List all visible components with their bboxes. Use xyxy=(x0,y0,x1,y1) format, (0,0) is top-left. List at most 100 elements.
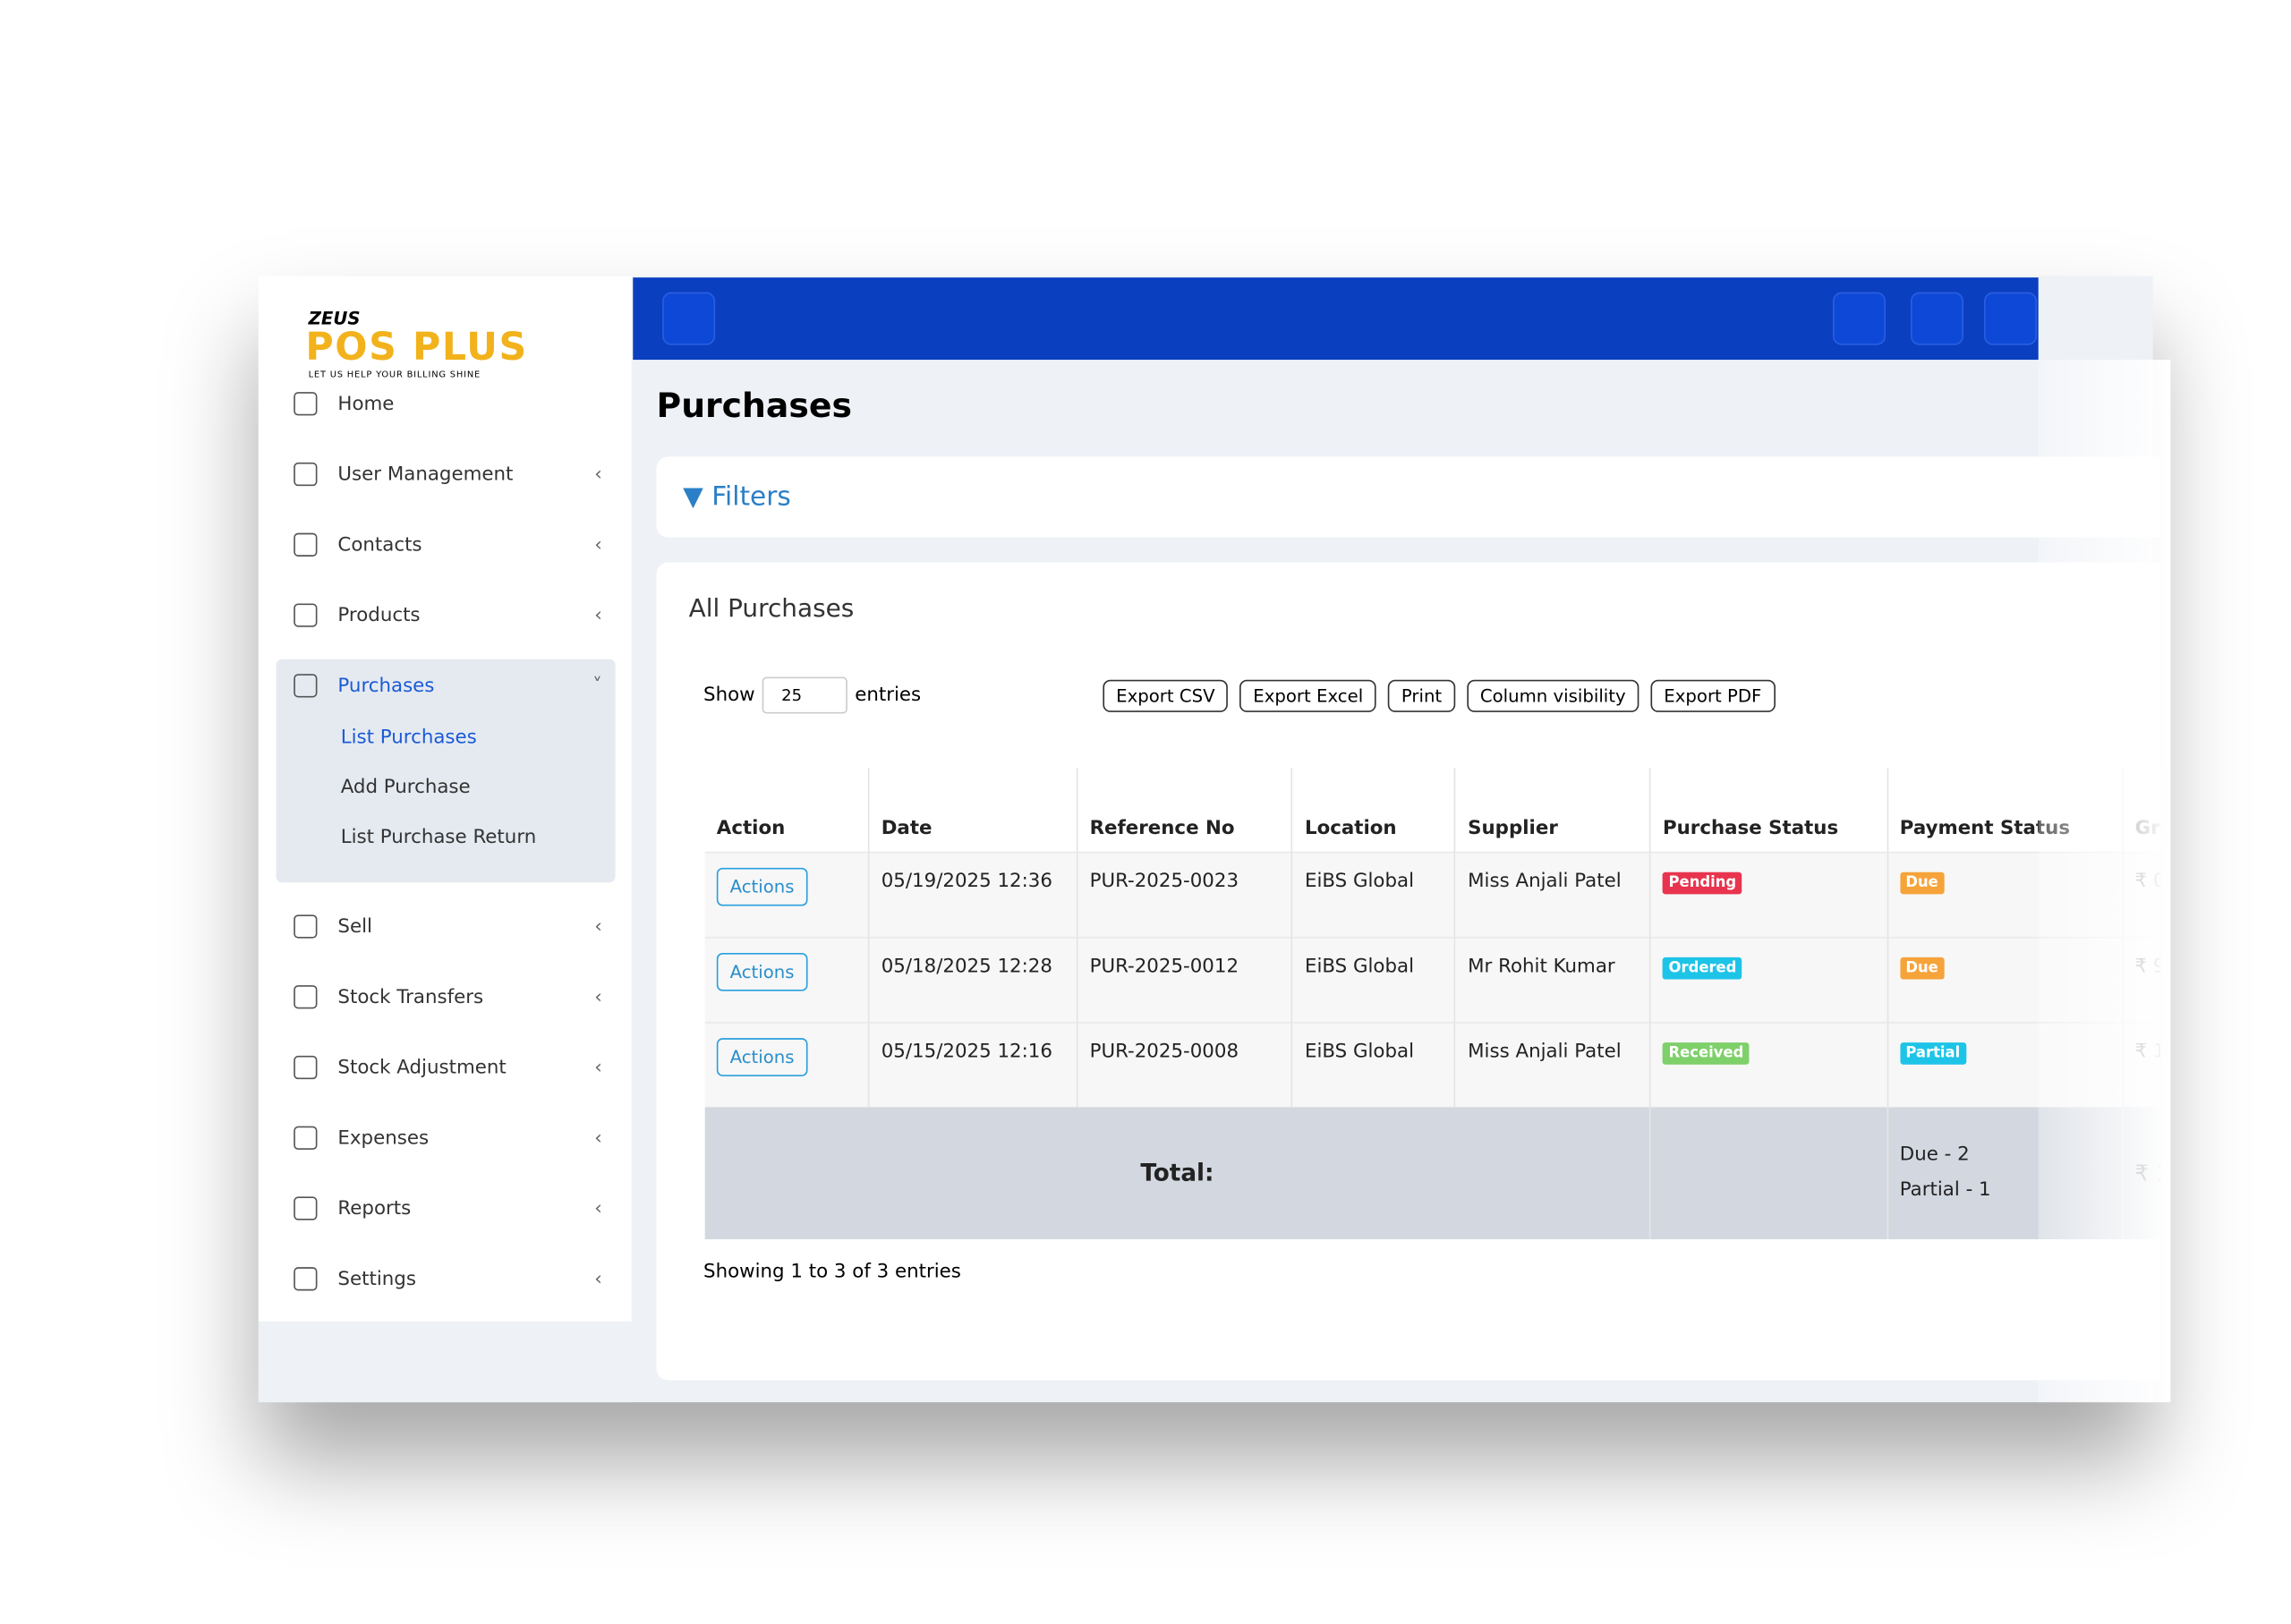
nav-label: Purchases xyxy=(337,675,435,697)
actions-button[interactable]: Actions xyxy=(716,1038,808,1076)
sidebar-footer xyxy=(258,1321,632,1403)
payment-count: Due - 2 xyxy=(1899,1144,1970,1166)
column-header: Purchase Status xyxy=(1650,768,1888,853)
nav-label: Reports xyxy=(337,1197,412,1220)
nav-chevron: ‹ xyxy=(594,985,602,1008)
nav-icon xyxy=(294,532,318,557)
cell: EiBS Global xyxy=(1292,936,1457,1023)
submenu-item[interactable]: List Purchase Return xyxy=(340,826,537,849)
nav-label: Stock Adjustment xyxy=(337,1056,507,1079)
nav-icon xyxy=(294,392,318,416)
cell-text: 05/18/2025 12:28 xyxy=(881,956,1052,978)
nav-icon xyxy=(294,1126,318,1150)
column-header: Reference No xyxy=(1077,768,1293,853)
export-button[interactable]: Column visibility xyxy=(1467,679,1639,712)
purchases-table: Action Date Reference No Location Supplier Pu… xyxy=(704,768,2160,1240)
cell-text: Miss Anjali Patel xyxy=(1468,1041,1622,1064)
nav-item[interactable]: User Management ‹ xyxy=(294,462,602,487)
nav-chevron: ˅ xyxy=(592,675,602,697)
actions-button[interactable]: Actions xyxy=(716,953,808,991)
nav-item[interactable]: Stock Adjustment ‹ xyxy=(294,1055,602,1080)
export-button[interactable]: Print xyxy=(1388,679,1455,712)
cell: Miss Anjali Patel xyxy=(1455,851,1651,938)
nav-icon xyxy=(294,1196,318,1220)
column-header: Location xyxy=(1292,768,1457,853)
row: Actions 05/15/2025 12:16 PUR-2025-0008 EiBS… xyxy=(704,1022,2160,1108)
cell: Ordered xyxy=(1650,936,1888,1023)
export-button[interactable]: Export PDF xyxy=(1650,679,1776,712)
page-size-select[interactable]: 25 xyxy=(762,676,847,714)
nav-chevron: ‹ xyxy=(594,1127,602,1150)
toggle-button[interactable] xyxy=(662,292,716,345)
submenu-item[interactable]: Add Purchase xyxy=(340,777,471,799)
nav-label: Contacts xyxy=(337,533,422,557)
nav-item[interactable]: Stock Transfers ‹ xyxy=(294,985,602,1009)
purchases-card: All Purchases Show 25 entries Export CSV… xyxy=(656,562,2160,1381)
nav-icon xyxy=(294,914,318,939)
nav-label: Stock Transfers xyxy=(337,985,484,1008)
logo-brand: ZEUS xyxy=(308,308,361,329)
cell-text: PUR-2025-0008 xyxy=(1089,1041,1239,1064)
cell: PUR-2025-0008 xyxy=(1077,1022,1293,1108)
nav-item[interactable]: Settings ‹ xyxy=(294,1267,602,1291)
submenu-item[interactable]: List Purchases xyxy=(340,727,477,749)
fade xyxy=(2038,360,2171,1403)
nav-icon xyxy=(294,462,318,487)
nav-label: Sell xyxy=(337,915,372,938)
cell: Actions xyxy=(704,1022,870,1108)
filters-card[interactable]: ▼ Filters xyxy=(656,456,2160,538)
cell: Miss Anjali Patel xyxy=(1455,1022,1651,1108)
cell-text: EiBS Global xyxy=(1304,956,1415,978)
card-title: All Purchases xyxy=(688,594,855,625)
total-label: Total: xyxy=(704,1107,1651,1240)
cell: 05/19/2025 12:36 xyxy=(868,851,1078,938)
page-size: Show 25 entries xyxy=(703,676,922,714)
cell: 05/18/2025 12:28 xyxy=(868,936,1078,1023)
status-badge: Ordered xyxy=(1662,957,1742,980)
nav-icon xyxy=(294,674,318,698)
logo-name: POS PLUS xyxy=(305,326,528,370)
nav-item[interactable]: Sell ‹ xyxy=(294,914,602,939)
footer: Showing 1 to 3 of 3 entries xyxy=(703,1261,961,1284)
calculator-button[interactable] xyxy=(1910,292,1964,345)
nav-item[interactable]: Contacts ‹ xyxy=(294,532,602,557)
export-button[interactable]: Export CSV xyxy=(1103,679,1229,712)
status-badge: Pending xyxy=(1662,872,1742,895)
add-button[interactable] xyxy=(1832,292,1886,345)
nav-label: Settings xyxy=(337,1268,416,1290)
cell-text: Mr Rohit Kumar xyxy=(1468,956,1615,978)
nav-icon xyxy=(294,1055,318,1080)
cell: Actions xyxy=(704,851,870,938)
nav-chevron: ‹ xyxy=(594,915,602,938)
actions-button[interactable]: Actions xyxy=(716,867,808,906)
nav-item[interactable]: Reports ‹ xyxy=(294,1196,602,1220)
nav-item[interactable]: Home xyxy=(294,392,587,416)
nav-icon xyxy=(294,985,318,1009)
cell xyxy=(1650,1107,1888,1240)
entries-label: entries xyxy=(855,684,922,707)
filters-label: Filters xyxy=(711,481,791,513)
nav-icon xyxy=(294,1267,318,1291)
nav-chevron: ‹ xyxy=(594,1268,602,1290)
nav-item[interactable]: Purchases ˅ xyxy=(294,674,602,698)
column-header: Supplier xyxy=(1455,768,1651,853)
cell: Actions xyxy=(704,936,870,1023)
top-bar xyxy=(633,277,2039,361)
cell-text: PUR-2025-0023 xyxy=(1089,871,1239,893)
logo-tagline: LET US HELP YOUR BILLING SHINE xyxy=(308,370,481,381)
nav-item[interactable]: Expenses ‹ xyxy=(294,1126,602,1150)
sidebar: ZEUS POS PLUS LET US HELP YOUR BILLING S… xyxy=(258,276,632,1322)
main: Purchases ▼ Filters All Purchases Show 2… xyxy=(633,360,2160,1402)
apps-button[interactable] xyxy=(1983,292,2038,345)
nav-item[interactable]: Products ‹ xyxy=(294,603,602,627)
cell: Received xyxy=(1650,1022,1888,1108)
nav-icon xyxy=(294,603,318,627)
column-header: Action xyxy=(704,768,870,853)
show-label: Show xyxy=(703,684,755,707)
export-button[interactable]: Export Excel xyxy=(1239,679,1376,712)
filters[interactable]: ▼ Filters xyxy=(683,481,791,513)
header-row: Action Date Reference No Location Supplier Pu… xyxy=(704,768,2160,853)
nav-chevron: ‹ xyxy=(594,533,602,557)
cell-text: EiBS Global xyxy=(1304,871,1415,893)
